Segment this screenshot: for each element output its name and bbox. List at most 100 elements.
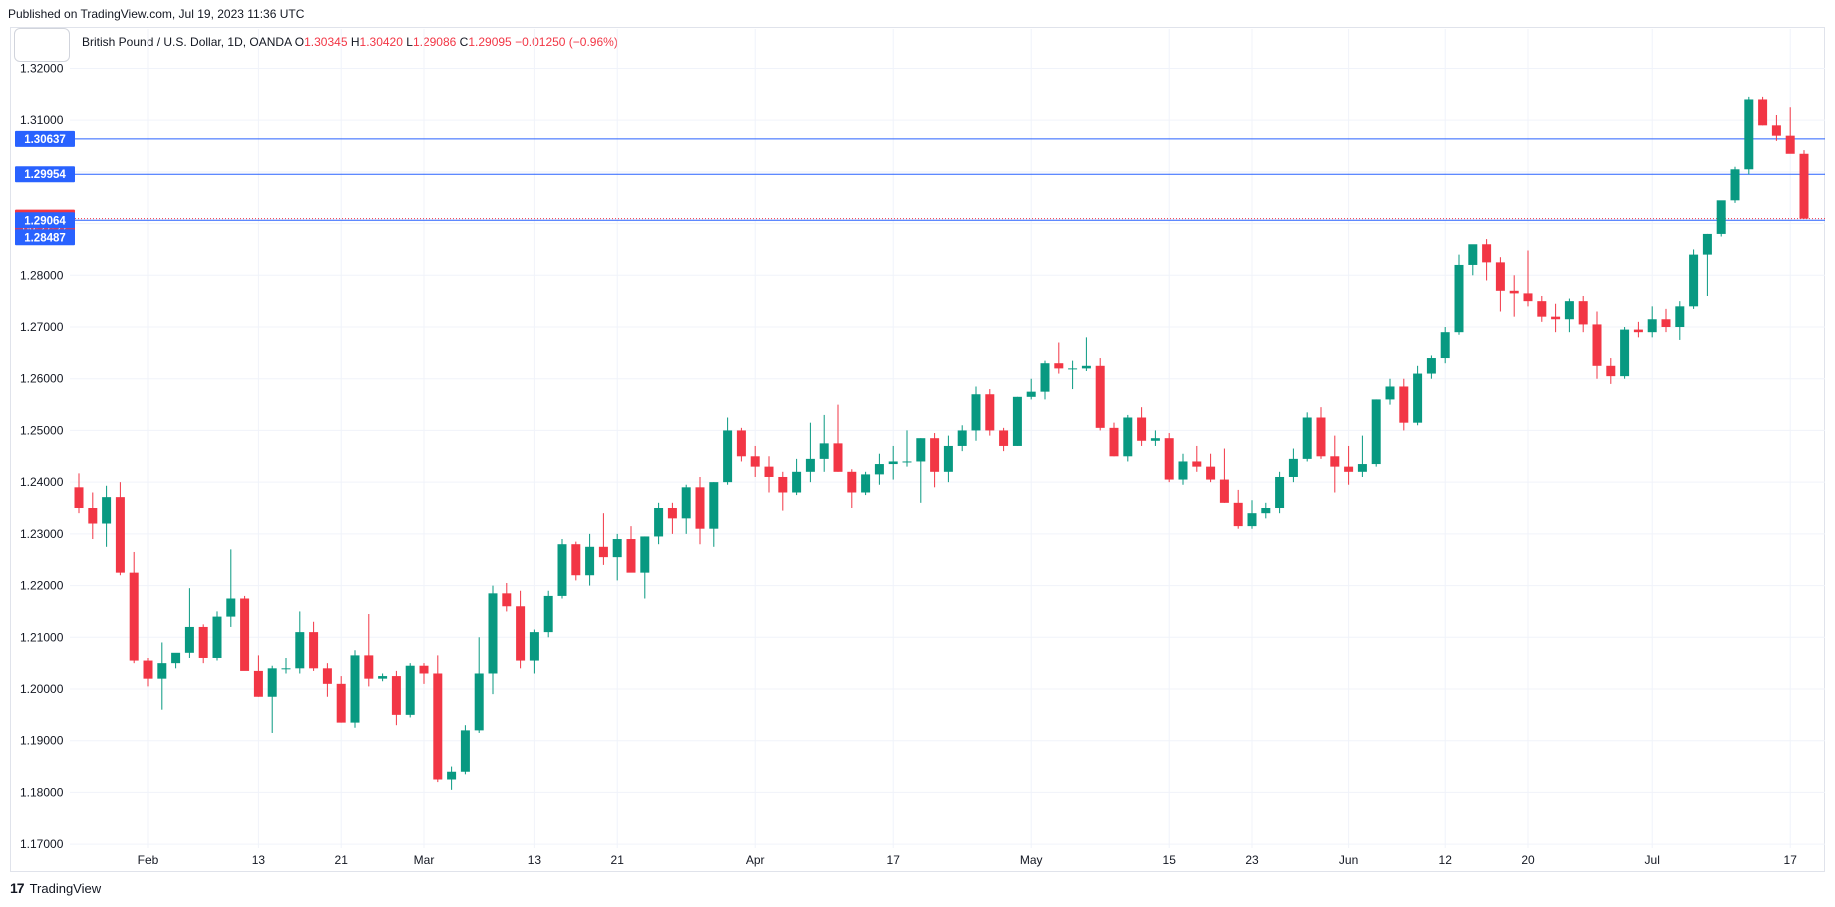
candle-body-up [1247, 513, 1257, 527]
x-tick-label: Jul [1645, 853, 1660, 867]
candle-body-down [1495, 262, 1505, 291]
candle-body-up [861, 474, 871, 493]
tradingview-logo-icon[interactable]: 17 [10, 880, 25, 896]
x-tick-label: 12 [1439, 853, 1453, 867]
candle-body-down [391, 676, 401, 715]
candle-body-down [253, 670, 263, 697]
candle-body-down [1537, 301, 1547, 317]
candle-body-up [157, 663, 167, 679]
candle-body-down [1164, 438, 1174, 480]
candle-body-up [350, 655, 360, 723]
candle-body-up [488, 593, 498, 674]
x-tick-label: Jun [1339, 853, 1358, 867]
candle-body-up [1012, 396, 1022, 446]
candle-body-down [1219, 479, 1229, 503]
candle-body-up [1261, 508, 1271, 514]
candle-body-up [1288, 458, 1298, 477]
candle-body-up [1454, 264, 1464, 333]
candle-body-up [1689, 254, 1699, 307]
candle-body-down [502, 593, 512, 607]
candle-body-down [88, 508, 98, 524]
y-tick-label: 1.18000 [20, 785, 64, 799]
x-tick-label: 15 [1163, 853, 1177, 867]
time-axis: Feb 13 21 Mar 13 21 Apr 17 May 15 23 Jun 12 20 Jul 17 [138, 853, 1798, 867]
candle-body-up [226, 598, 236, 617]
x-tick-label: 23 [1245, 853, 1259, 867]
candle-body-up [612, 539, 622, 558]
candle-body-down [1785, 135, 1795, 154]
legend-close-label: C [459, 35, 469, 49]
candle-body-up [1068, 368, 1078, 370]
candle-body-up [709, 482, 719, 529]
y-tick-label: 1.27000 [20, 320, 64, 334]
y-tick-label: 1.22000 [20, 579, 64, 593]
horizontal-lines-layer [60, 138, 1825, 221]
y-tick-label: 1.28000 [20, 268, 64, 282]
candle-body-down [764, 466, 774, 477]
candle-body-up [1730, 169, 1740, 201]
candle-body-up [971, 394, 981, 431]
candle-body-down [115, 497, 125, 573]
price-badge [15, 130, 75, 147]
candle-body-up [1302, 417, 1312, 459]
candle-body-up [529, 632, 539, 661]
candle-body-down [1137, 417, 1147, 441]
legend-low-label: L [406, 35, 413, 49]
candle-body-down [1316, 417, 1326, 457]
y-tick-label: 1.23000 [20, 527, 64, 541]
candle-body-up [474, 673, 484, 731]
candle-body-down [985, 394, 995, 431]
candle-body-down [74, 487, 84, 509]
candle-body-down [1109, 427, 1119, 457]
candle-body-up [1647, 319, 1657, 333]
candle-body-down [736, 430, 746, 457]
candle-body-down [1578, 301, 1588, 325]
candle-body-down [1592, 324, 1602, 366]
legend-open-label: O [294, 35, 305, 49]
x-tick-label: 17 [887, 853, 901, 867]
candle-body-up [295, 632, 305, 669]
x-tick-label: 13 [528, 853, 542, 867]
candle-body-up [819, 443, 829, 459]
footer: 17 TradingView [10, 880, 101, 896]
candle-body-down [198, 626, 208, 658]
candle-body-up [1275, 476, 1285, 509]
candle-body-down [1399, 386, 1409, 423]
candle-body-down [516, 606, 526, 661]
candle-body-down [433, 673, 443, 780]
candle-body-down [1551, 316, 1561, 320]
candle-body-down [1661, 319, 1671, 328]
chart-canvas[interactable]: 1.320001.310001.300001.290001.280001.270… [0, 0, 1835, 872]
candle-body-down [1344, 466, 1354, 472]
candle-body-down [1523, 293, 1533, 302]
x-tick-label: 20 [1521, 853, 1535, 867]
candle-body-up [943, 445, 953, 472]
candle-body-down [336, 683, 346, 723]
grid-layer [70, 29, 1825, 848]
candle-body-up [805, 458, 815, 472]
candle-body-down [667, 508, 677, 519]
legend-high-label: H [350, 35, 360, 49]
published-caption: Published on TradingView.com, Jul 19, 20… [8, 7, 305, 21]
candle-body-up [1371, 399, 1381, 465]
price-badge-label: 1.28487 [24, 232, 66, 244]
price-badge-label: 1.29954 [24, 169, 66, 181]
candle-body-up [281, 668, 291, 670]
x-tick-label: 17 [1784, 853, 1798, 867]
candle-body-up [681, 487, 691, 519]
x-tick-label: 21 [335, 853, 349, 867]
candle-body-up [792, 471, 802, 493]
price-badge [15, 166, 75, 183]
legend-high-value: 1.30420 [359, 35, 403, 49]
candle-body-up [1426, 358, 1436, 374]
candle-body-down [1206, 466, 1216, 480]
candle-body-up [378, 676, 388, 679]
price-badge-label: 1.30637 [24, 134, 66, 146]
candle-body-up [102, 497, 112, 524]
candle-body-down [1606, 365, 1616, 377]
candle-body-up [902, 461, 912, 463]
price-badge-label: 1.29064 [24, 215, 66, 227]
legend-title: British Pound / U.S. Dollar, 1D, OANDA [82, 35, 292, 49]
symbol-logo-box[interactable] [14, 28, 70, 62]
price-badges-layer: 1.306371.299541.2909509:27:271.290641.28… [15, 130, 75, 246]
